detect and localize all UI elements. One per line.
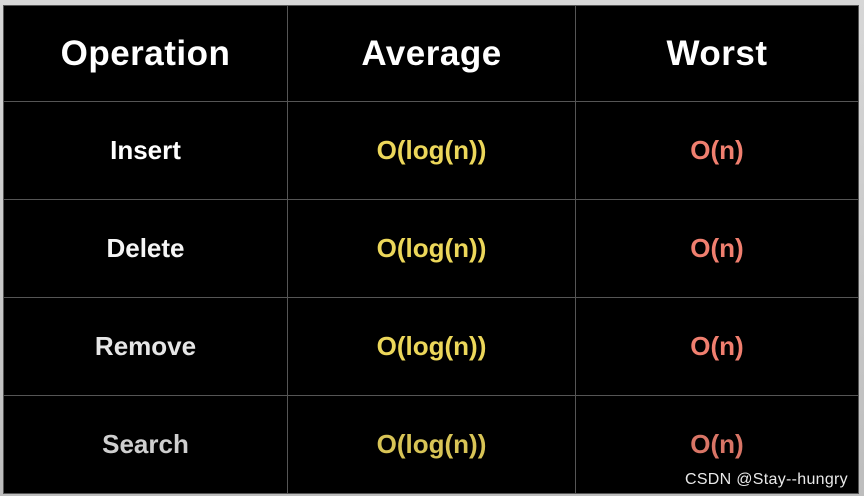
operation-cell: Remove <box>3 297 288 396</box>
worst-cell: O(n) <box>575 297 859 396</box>
table-row: Search O(log(n)) O(n) <box>3 395 859 494</box>
header-operation: Operation <box>3 5 288 102</box>
operation-cell: Delete <box>3 199 288 298</box>
header-worst: Worst <box>575 5 859 102</box>
operation-cell: Insert <box>3 101 288 200</box>
table-row: Insert O(log(n)) O(n) <box>3 101 859 200</box>
average-cell: O(log(n)) <box>287 101 576 200</box>
average-cell: O(log(n)) <box>287 395 576 494</box>
table-row: Delete O(log(n)) O(n) <box>3 199 859 298</box>
average-cell: O(log(n)) <box>287 297 576 396</box>
average-cell: O(log(n)) <box>287 199 576 298</box>
operation-cell: Search <box>3 395 288 494</box>
worst-cell: O(n) <box>575 395 859 494</box>
worst-cell: O(n) <box>575 199 859 298</box>
table-row: Remove O(log(n)) O(n) <box>3 297 859 396</box>
table-header-row: Operation Average Worst <box>3 5 859 102</box>
header-average: Average <box>287 5 576 102</box>
watermark: CSDN @Stay--hungry <box>684 471 848 488</box>
worst-cell: O(n) <box>575 101 859 200</box>
complexity-table: Operation Average Worst Insert O(log(n))… <box>3 5 859 494</box>
